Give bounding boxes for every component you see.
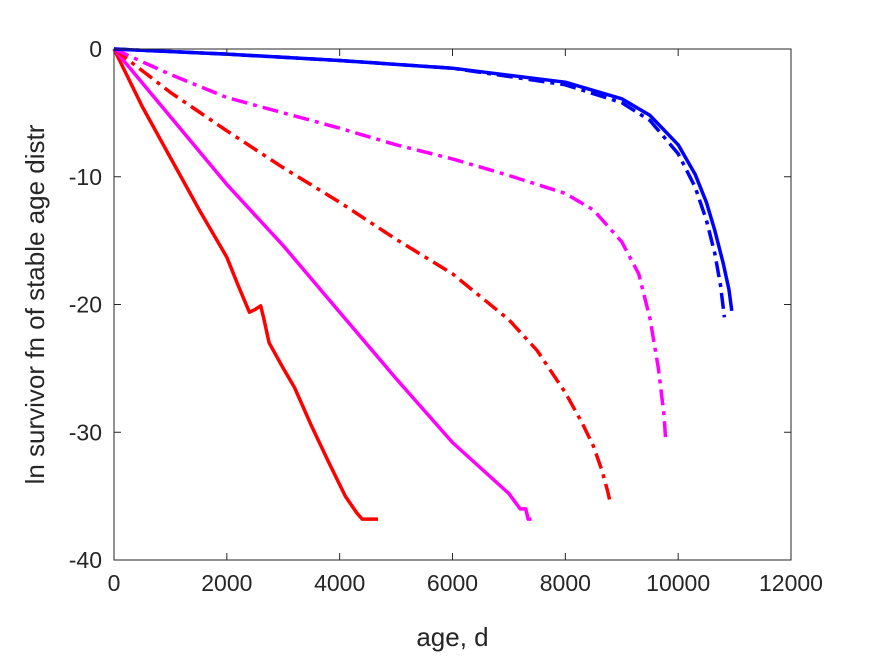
series-line-4: [113, 47, 668, 443]
series-line-1: [112, 48, 378, 521]
plot-background: [114, 49, 791, 560]
y-tick-label: 0: [89, 36, 102, 62]
series-line-2: [112, 47, 532, 521]
y-tick-label: -30: [69, 419, 102, 445]
x-tick-label: 6000: [427, 570, 478, 596]
x-tick-label: 10000: [646, 570, 710, 596]
series-line-6: [113, 47, 734, 312]
series-layer: [112, 47, 734, 521]
series-line-3: [112, 47, 613, 505]
y-axis-label: ln survivor fn of stable age distr: [20, 124, 50, 484]
x-tick-label: 12000: [759, 570, 823, 596]
x-tick-label: 8000: [540, 570, 591, 596]
y-tick-label: -10: [69, 164, 102, 190]
x-axis-label: age, d: [416, 622, 488, 652]
x-tick-label: 4000: [314, 570, 365, 596]
x-tick-label: 2000: [201, 570, 252, 596]
axes-layer: [113, 48, 792, 561]
y-tick-label: -20: [69, 292, 102, 318]
x-tick-label: 0: [108, 570, 121, 596]
tick-labels: 0 2000 4000 6000 8000 10000 12000 0 -10 -20 -30 -40: [69, 36, 823, 596]
y-tick-label: -40: [69, 547, 102, 573]
